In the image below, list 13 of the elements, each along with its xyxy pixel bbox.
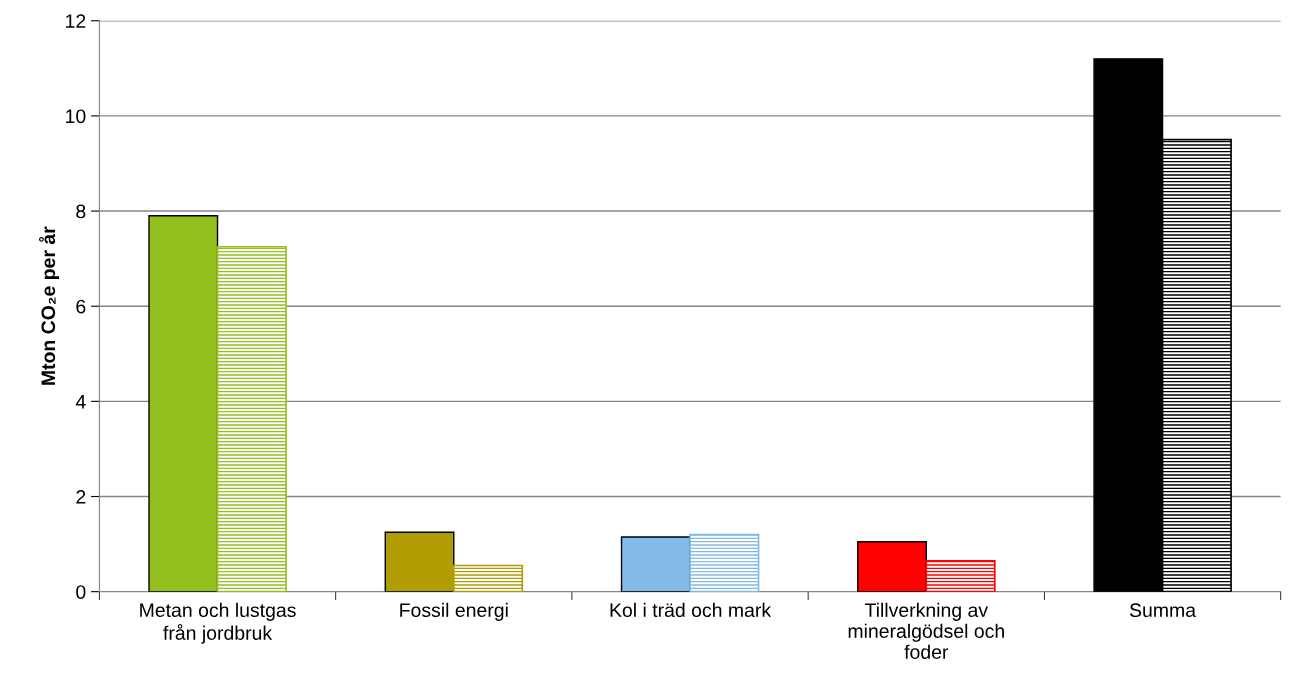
x-tick-label: Kol i träd och mark — [610, 602, 772, 618]
x-tick-label: Metan och lustgas från jordbruk — [140, 602, 296, 644]
y-tick-label: 6 — [76, 299, 86, 314]
x-tick-label: Fossil energi — [400, 602, 508, 621]
y-tick-label: 0 — [76, 585, 86, 599]
x-tick-label: Summa — [1129, 603, 1197, 618]
y-tick-label: 4 — [75, 395, 86, 409]
y-tick-label: 10 — [66, 109, 86, 124]
x-tick-label: Tillverkning av mineralgödsel och foder — [848, 602, 1004, 659]
y-tick-label: 12 — [66, 14, 86, 28]
y-tick-label: 2 — [76, 489, 86, 504]
y-tick-label: 8 — [76, 204, 86, 219]
y-axis-title: Mton CO₂e per år — [39, 226, 60, 385]
